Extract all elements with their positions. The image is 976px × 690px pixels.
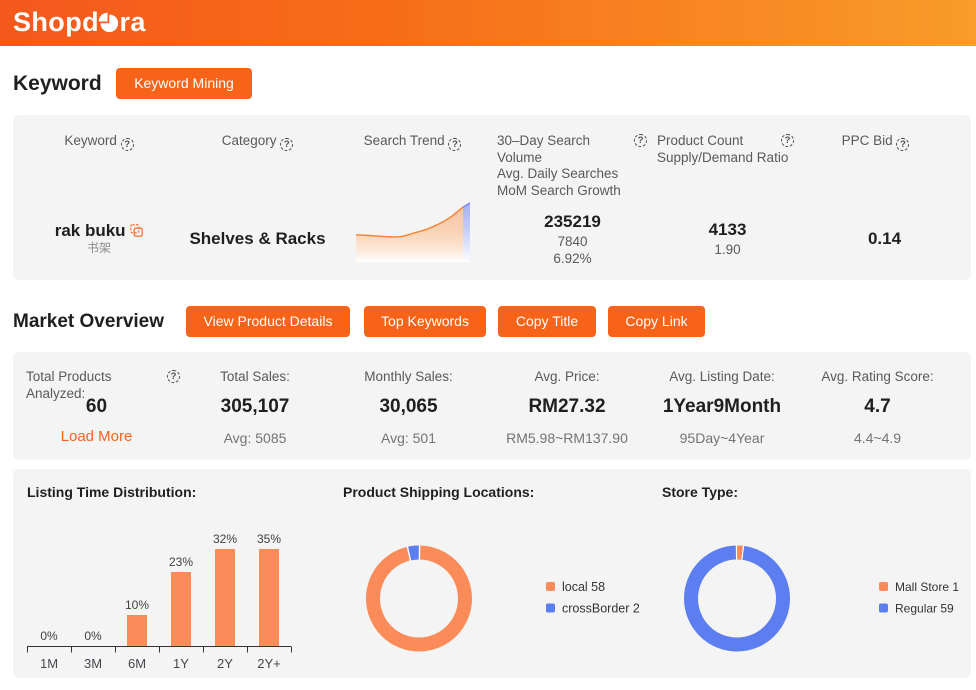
svg-text:2Y+: 2Y+	[257, 656, 281, 671]
svg-text:0%: 0%	[40, 629, 58, 643]
svg-text:3M: 3M	[84, 656, 102, 671]
svg-text:1Y: 1Y	[173, 656, 189, 671]
svg-text:ra: ra	[120, 7, 147, 37]
svg-text:10%: 10%	[125, 598, 149, 612]
svg-text:0%: 0%	[84, 629, 102, 643]
svg-text:Mall Store 1: Mall Store 1	[895, 580, 959, 594]
svg-text:35%: 35%	[257, 532, 281, 546]
svg-text:2Y: 2Y	[217, 656, 233, 671]
svg-text:1M: 1M	[40, 656, 58, 671]
svg-text:crossBorder 2: crossBorder 2	[562, 602, 640, 616]
svg-text:local 58: local 58	[562, 580, 605, 594]
svg-text:6M: 6M	[128, 656, 146, 671]
svg-text:23%: 23%	[169, 555, 193, 569]
svg-text:Regular 59: Regular 59	[895, 602, 954, 616]
svg-text:32%: 32%	[213, 532, 237, 546]
svg-text:Shopd: Shopd	[13, 7, 99, 37]
